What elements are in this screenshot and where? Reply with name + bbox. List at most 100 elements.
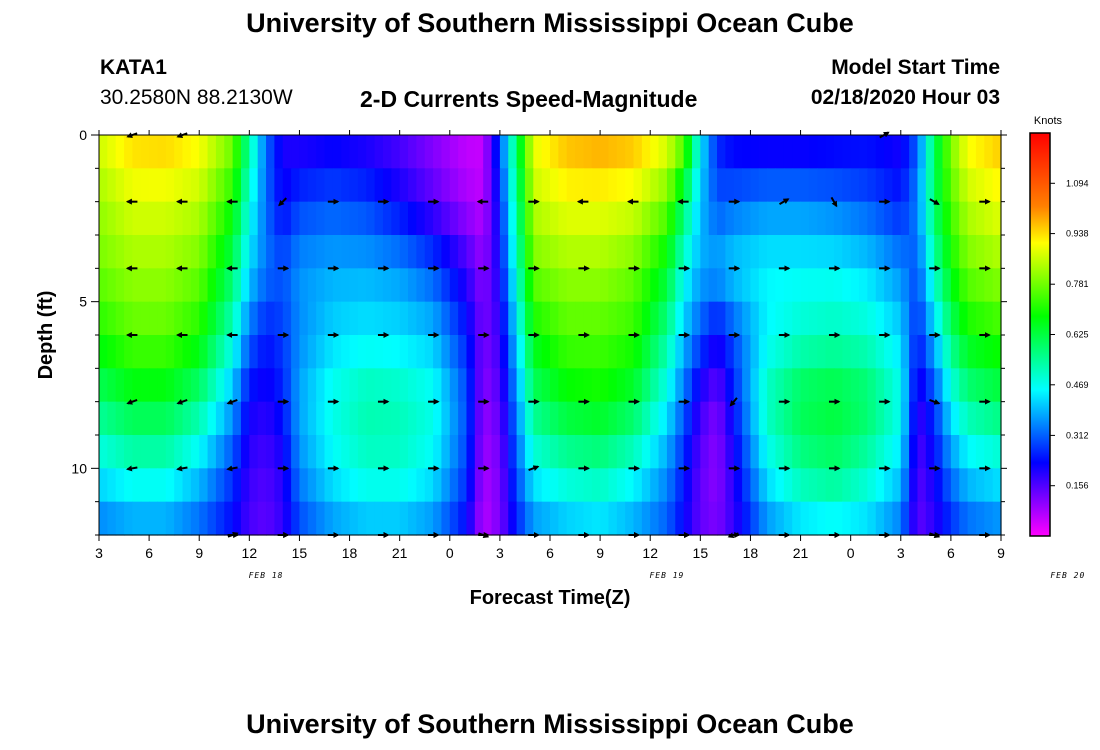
heatmap-cell: [174, 235, 184, 269]
heatmap-cell: [207, 201, 217, 236]
heatmap-cell: [666, 268, 676, 303]
direction-arrow: [226, 399, 238, 405]
heatmap-cell: [215, 401, 225, 436]
heatmap-cell: [767, 201, 777, 236]
heatmap-cell: [917, 301, 927, 336]
heatmap-cell: [474, 268, 484, 303]
heatmap-cell: [633, 168, 643, 203]
heatmap-cell: [132, 268, 142, 303]
heatmap-cell: [499, 135, 509, 169]
heatmap-cell: [324, 435, 334, 469]
heatmap-cell: [533, 168, 543, 203]
heatmap-cell: [650, 135, 660, 169]
heatmap-cell: [433, 268, 443, 303]
heatmap-cell: [466, 168, 476, 203]
heatmap-cell: [750, 201, 760, 236]
heatmap-cell: [708, 201, 718, 236]
heatmap-cell: [633, 135, 643, 169]
heatmap-cell: [675, 201, 685, 236]
heatmap-cell: [491, 168, 501, 203]
heatmap-cell: [875, 501, 885, 536]
heatmap-cell: [975, 168, 985, 203]
colorbar-tick-label: 0.469: [1066, 380, 1089, 390]
heatmap-cell: [483, 268, 493, 303]
heatmap-cell: [867, 235, 877, 269]
heatmap-cell: [583, 168, 593, 203]
heatmap-cell: [783, 335, 793, 369]
heatmap-cell: [408, 368, 417, 403]
heatmap-cell: [742, 435, 752, 469]
heatmap-cell: [842, 335, 852, 369]
heatmap-cell: [800, 168, 810, 203]
heatmap-cell: [399, 501, 409, 536]
heatmap-cell: [391, 501, 401, 536]
heatmap-cell: [157, 335, 167, 369]
heatmap-cell: [483, 501, 493, 536]
heatmap-cell: [140, 401, 150, 436]
heatmap-cell: [124, 268, 134, 303]
heatmap-cell: [641, 268, 651, 303]
heatmap-cell: [641, 235, 651, 269]
heatmap-cell: [900, 201, 910, 236]
heatmap-cell: [491, 501, 501, 536]
heatmap-cell: [850, 135, 860, 169]
heatmap-cell: [658, 301, 668, 336]
heatmap-cell: [449, 401, 459, 436]
heatmap-cell: [675, 335, 685, 369]
heatmap-cell: [792, 368, 802, 403]
heatmap-cell: [99, 335, 108, 369]
heatmap-cell: [733, 268, 743, 303]
heatmap-cell: [533, 401, 543, 436]
heatmap-cell: [808, 401, 818, 436]
heatmap-cell: [566, 468, 576, 503]
heatmap-cell: [892, 168, 902, 203]
heatmap-cell: [282, 168, 292, 203]
heatmap-cell: [408, 135, 417, 169]
colorbar-tick-label: 1.094: [1066, 178, 1089, 188]
heatmap-cell: [717, 301, 726, 336]
heatmap-cell: [875, 335, 885, 369]
heatmap-cell: [583, 301, 593, 336]
heatmap-cell: [850, 335, 860, 369]
heatmap-cell: [524, 301, 534, 336]
heatmap-cell: [859, 235, 868, 269]
heatmap-cell: [266, 235, 275, 269]
heatmap-cell: [399, 435, 409, 469]
heatmap-cell: [299, 301, 309, 336]
heatmap-cell: [767, 135, 777, 169]
heatmap-cell: [357, 135, 367, 169]
heatmap-cell: [366, 135, 376, 169]
heatmap-cell: [382, 201, 392, 236]
heatmap-cell: [499, 335, 509, 369]
heatmap-cell: [850, 168, 860, 203]
heatmap-cell: [424, 201, 434, 236]
heatmap-cell: [491, 468, 501, 503]
heatmap-cell: [332, 401, 342, 436]
heatmap-cell: [583, 468, 593, 503]
heatmap-cell: [808, 135, 818, 169]
heatmap-cell: [240, 168, 250, 203]
heatmap-cell: [249, 335, 259, 369]
heatmap-cell: [909, 435, 919, 469]
heatmap-cell: [291, 268, 301, 303]
heatmap-cell: [658, 201, 668, 236]
heatmap-cell: [291, 335, 301, 369]
heatmap-cell: [149, 468, 159, 503]
date-label: FEB 19: [649, 571, 684, 580]
heatmap-cell: [842, 501, 852, 536]
heatmap-cell: [466, 301, 476, 336]
heatmap-cell: [591, 301, 601, 336]
heatmap-cell: [550, 435, 559, 469]
heatmap-cell: [332, 268, 342, 303]
heatmap-cell: [124, 435, 134, 469]
heatmap-cell: [900, 335, 910, 369]
heatmap-cell: [399, 468, 409, 503]
heatmap-cell: [174, 368, 184, 403]
heatmap-cell: [691, 401, 701, 436]
heatmap-cell: [132, 401, 142, 436]
heatmap-cell: [767, 168, 777, 203]
heatmap-cell: [115, 435, 125, 469]
heatmap-cell: [516, 201, 526, 236]
heatmap-cell: [875, 135, 885, 169]
heatmap-cell: [575, 435, 585, 469]
